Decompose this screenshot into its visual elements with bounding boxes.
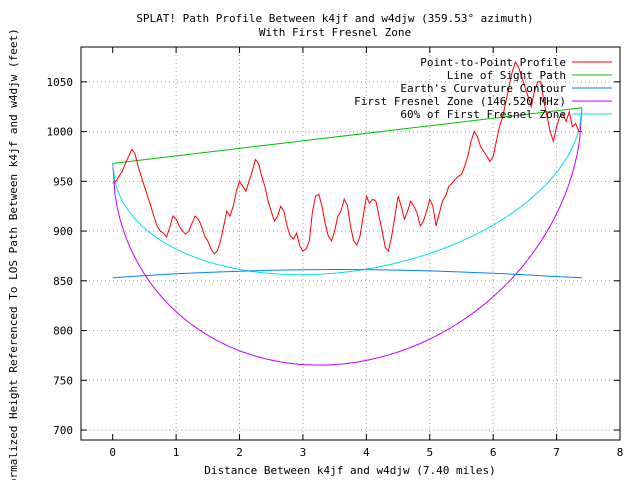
y-tick-label: 850 bbox=[53, 275, 73, 288]
x-tick-label: 8 bbox=[617, 446, 624, 459]
y-tick-label: 950 bbox=[53, 175, 73, 188]
fresnel-zone-line bbox=[112, 107, 583, 366]
x-tick-label: 7 bbox=[553, 446, 560, 459]
legend-label: Line of Sight Path bbox=[447, 69, 566, 82]
y-tick-label: 750 bbox=[53, 374, 73, 387]
x-tick-label: 2 bbox=[236, 446, 243, 459]
legend-label: Earth's Curvature Contour bbox=[400, 82, 566, 95]
y-tick-label: 1050 bbox=[47, 76, 74, 89]
tick-labels: 0 1 2 3 4 5 6 7 8 700 750 800 850 900 950 1000 1050 bbox=[47, 76, 624, 459]
terrain-profile-line bbox=[112, 60, 582, 255]
y-axis-label: Normalized Height Referenced To LOS Path… bbox=[7, 28, 20, 480]
y-tick-label: 1000 bbox=[47, 126, 74, 139]
x-tick-label: 5 bbox=[426, 446, 433, 459]
grid bbox=[81, 47, 621, 440]
legend-label: Point-to-Point Profile bbox=[420, 56, 566, 69]
x-tick-label: 0 bbox=[109, 446, 116, 459]
x-tick-label: 1 bbox=[173, 446, 180, 459]
y-tick-label: 800 bbox=[53, 325, 73, 338]
line-of-sight-line bbox=[112, 107, 583, 164]
x-axis-label: Distance Between k4jf and w4djw (7.40 mi… bbox=[204, 464, 495, 477]
y-tick-label: 900 bbox=[53, 225, 73, 238]
legend-label: 60% of First Fresnel Zone bbox=[400, 108, 566, 121]
chart-subtitle: With First Fresnel Zone bbox=[259, 26, 411, 39]
x-tick-label: 6 bbox=[490, 446, 497, 459]
x-tick-label: 4 bbox=[363, 446, 370, 459]
plot-frame bbox=[80, 46, 621, 441]
x-tick-label: 3 bbox=[300, 446, 307, 459]
legend-label: First Fresnel Zone (146.520 MHz) bbox=[354, 95, 566, 108]
chart-title: SPLAT! Path Profile Between k4jf and w4d… bbox=[136, 12, 533, 25]
fresnel-60-line bbox=[112, 107, 583, 276]
earth-curvature-line bbox=[112, 268, 583, 279]
series-layer bbox=[112, 60, 583, 366]
y-tick-label: 700 bbox=[53, 424, 73, 437]
